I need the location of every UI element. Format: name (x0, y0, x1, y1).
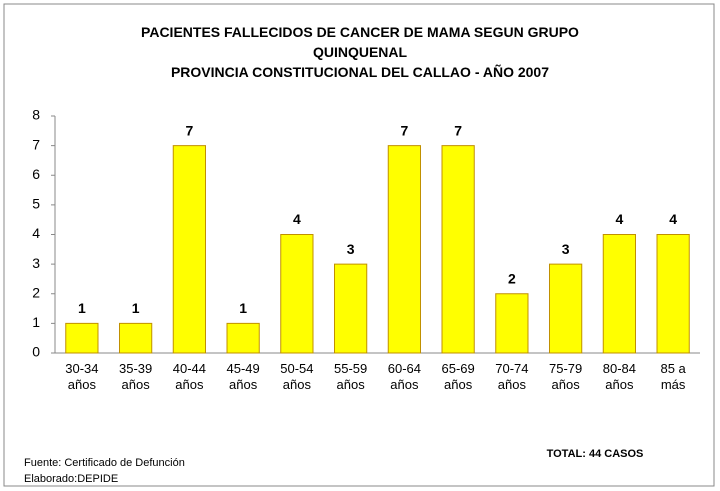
x-tick-label: 40-44 años (172, 361, 206, 392)
bar (65, 322, 99, 354)
data-label: 7 (400, 122, 408, 138)
data-label: 4 (615, 211, 623, 227)
bar (441, 145, 475, 354)
y-tick-label: 0 (32, 344, 40, 360)
data-label: 1 (239, 300, 247, 316)
y-tick-label: 3 (32, 255, 40, 271)
y-tick-label: 8 (32, 107, 40, 123)
data-label: 1 (78, 300, 86, 316)
bar (387, 145, 421, 354)
bar (119, 322, 153, 354)
data-label: 2 (508, 270, 516, 286)
x-tick-label: 65-69 años (441, 361, 475, 392)
bar (656, 234, 690, 354)
bar (334, 263, 368, 354)
data-label: 7 (185, 122, 193, 138)
bar (172, 145, 206, 354)
y-tick-label: 7 (32, 136, 40, 152)
chart-title: PACIENTES FALLECIDOS DE CANCER DE MAMA S… (141, 24, 579, 80)
x-tick-label: 35-39 años (119, 361, 153, 392)
x-tick-label: 45-49 años (226, 361, 260, 392)
x-tick-label: 60-64 años (387, 361, 421, 392)
bar (549, 263, 583, 354)
data-label: 4 (293, 211, 301, 227)
data-label: 1 (132, 300, 140, 316)
source-note: Fuente: Certificado de Defunción (24, 457, 185, 469)
total-note: TOTAL: 44 CASOS (546, 448, 644, 460)
bar (495, 293, 529, 354)
x-tick-label: 75-79 años (549, 361, 583, 392)
credit-note: Elaborado:DEPIDE (24, 473, 119, 485)
chart-border (3, 3, 715, 487)
x-tick-label: 50-54 años (280, 361, 314, 392)
x-tick-label: 30-34 años (65, 361, 99, 392)
y-tick-label: 2 (32, 284, 40, 300)
bar (280, 234, 314, 354)
y-tick-label: 4 (32, 225, 40, 241)
bar (226, 322, 260, 354)
data-label: 3 (562, 241, 570, 257)
data-label: 7 (454, 122, 462, 138)
x-tick-label: 55-59 años (334, 361, 368, 392)
y-tick-label: 1 (32, 314, 40, 330)
y-tick-label: 6 (32, 166, 40, 182)
x-tick-label: 85 a más (660, 361, 686, 392)
data-label: 3 (347, 241, 355, 257)
data-label: 4 (669, 211, 677, 227)
x-tick-label: 70-74 años (495, 361, 529, 392)
bar (602, 234, 636, 354)
y-tick-label: 5 (32, 196, 40, 212)
x-tick-label: 80-84 años (602, 361, 636, 392)
